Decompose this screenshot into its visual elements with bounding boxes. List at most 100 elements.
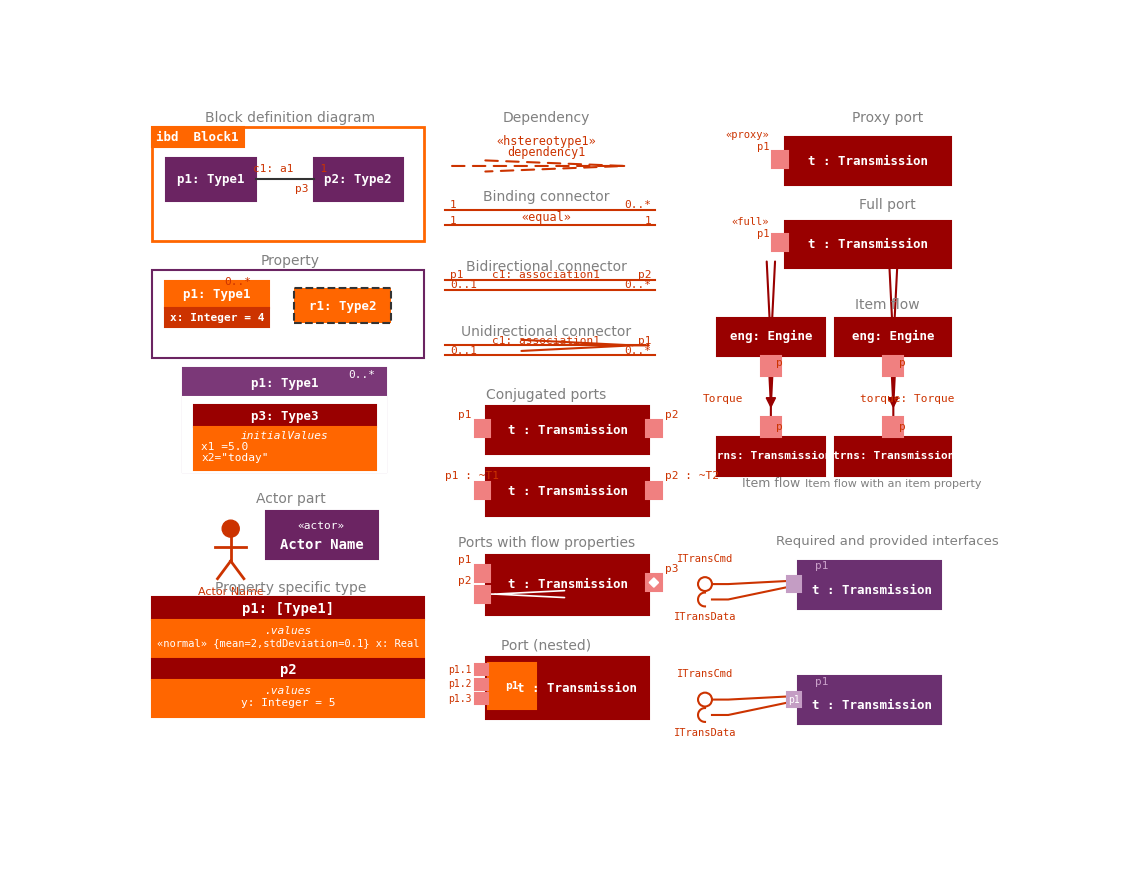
- Text: trns: Transmission: trns: Transmission: [832, 452, 954, 461]
- Text: p: p: [776, 422, 783, 432]
- Text: trns: Transmission: trns: Transmission: [710, 452, 831, 461]
- FancyBboxPatch shape: [760, 356, 781, 376]
- Circle shape: [222, 520, 239, 537]
- FancyBboxPatch shape: [152, 270, 424, 358]
- Text: x2="today": x2="today": [202, 453, 269, 463]
- FancyBboxPatch shape: [646, 574, 662, 591]
- Text: p1: p1: [757, 228, 769, 239]
- Text: initialValues: initialValues: [242, 431, 329, 441]
- Text: p3: p3: [665, 565, 678, 574]
- Text: p1: p1: [757, 141, 769, 152]
- FancyBboxPatch shape: [266, 511, 378, 558]
- FancyBboxPatch shape: [488, 662, 536, 709]
- Text: p1: p1: [505, 681, 519, 691]
- Text: 0..*: 0..*: [624, 346, 652, 356]
- FancyBboxPatch shape: [166, 158, 255, 201]
- FancyBboxPatch shape: [717, 437, 826, 476]
- Text: p1: p1: [458, 410, 472, 420]
- Text: 0..*: 0..*: [224, 277, 252, 287]
- Text: p: p: [899, 422, 906, 432]
- FancyBboxPatch shape: [646, 420, 662, 437]
- Text: «hstereotype1»: «hstereotype1»: [496, 135, 597, 148]
- Text: r1: Type2: r1: Type2: [308, 300, 376, 313]
- Text: 0..1: 0..1: [450, 280, 477, 291]
- FancyBboxPatch shape: [798, 677, 941, 725]
- Text: Binding connector: Binding connector: [483, 189, 609, 204]
- Text: c1: association1: c1: association1: [492, 270, 600, 280]
- Text: p2: p2: [458, 576, 472, 586]
- Text: 0..*: 0..*: [348, 370, 376, 380]
- FancyBboxPatch shape: [475, 664, 488, 675]
- Text: y: Integer = 5: y: Integer = 5: [240, 699, 335, 709]
- Text: p1: [Type1]: p1: [Type1]: [242, 602, 334, 616]
- Text: ITransCmd: ITransCmd: [677, 669, 733, 679]
- Text: c1: a1    1: c1: a1 1: [253, 164, 327, 174]
- FancyBboxPatch shape: [487, 468, 649, 516]
- FancyBboxPatch shape: [475, 586, 490, 603]
- Text: p1.2: p1.2: [448, 679, 472, 689]
- Text: p1.1: p1.1: [448, 665, 472, 675]
- FancyBboxPatch shape: [194, 405, 377, 427]
- FancyBboxPatch shape: [152, 127, 424, 242]
- Text: p1: p1: [788, 694, 800, 705]
- Text: dependency1: dependency1: [507, 146, 585, 158]
- Text: 1: 1: [645, 216, 652, 226]
- Text: p2 : ~T2: p2 : ~T2: [665, 471, 719, 481]
- Text: eng: Engine: eng: Engine: [852, 331, 934, 343]
- Text: Block definition diagram: Block definition diagram: [205, 111, 376, 125]
- FancyBboxPatch shape: [773, 150, 788, 167]
- Text: p1: p1: [450, 270, 464, 280]
- Text: p3: Type3: p3: Type3: [251, 410, 318, 423]
- Text: Property specific type: Property specific type: [215, 581, 366, 595]
- FancyBboxPatch shape: [784, 138, 951, 185]
- Text: ibd  Block1: ibd Block1: [156, 131, 238, 144]
- FancyBboxPatch shape: [314, 158, 403, 201]
- FancyBboxPatch shape: [183, 368, 387, 472]
- Text: Unidirectional connector: Unidirectional connector: [461, 325, 631, 340]
- FancyBboxPatch shape: [835, 437, 951, 476]
- Text: t : Transmission: t : Transmission: [807, 238, 927, 251]
- FancyBboxPatch shape: [798, 561, 941, 609]
- Text: Item flow with an item property: Item flow with an item property: [805, 479, 981, 489]
- Circle shape: [698, 693, 712, 707]
- FancyBboxPatch shape: [194, 427, 377, 470]
- Text: ITransCmd: ITransCmd: [677, 554, 733, 564]
- Text: eng: Engine: eng: Engine: [729, 331, 812, 343]
- Text: Ports with flow properties: Ports with flow properties: [458, 536, 634, 550]
- FancyBboxPatch shape: [787, 576, 801, 592]
- Text: p1: p1: [458, 556, 472, 565]
- FancyBboxPatch shape: [152, 621, 424, 657]
- Text: .values: .values: [264, 626, 311, 636]
- Polygon shape: [766, 397, 775, 407]
- FancyBboxPatch shape: [152, 597, 424, 621]
- FancyBboxPatch shape: [475, 565, 490, 581]
- Text: Torque: Torque: [703, 395, 744, 404]
- Text: 1: 1: [450, 200, 457, 210]
- Text: p2: p2: [638, 270, 652, 280]
- Text: torque: Torque: torque: Torque: [860, 395, 955, 404]
- Text: p1: p1: [638, 336, 652, 346]
- Text: «equal»: «equal»: [521, 211, 571, 224]
- Text: Property: Property: [261, 253, 319, 268]
- Text: p3: p3: [295, 184, 309, 194]
- Text: 0..*: 0..*: [624, 200, 652, 210]
- FancyBboxPatch shape: [773, 234, 788, 251]
- Text: p1: Type1: p1: Type1: [251, 377, 318, 390]
- Text: x1 =5.0: x1 =5.0: [202, 442, 248, 452]
- Text: p1 : ~T1: p1 : ~T1: [445, 471, 499, 481]
- Text: p1.3: p1.3: [448, 693, 472, 704]
- Text: p1: p1: [815, 561, 829, 572]
- Text: t : Transmission: t : Transmission: [812, 700, 932, 712]
- Polygon shape: [649, 578, 658, 587]
- FancyBboxPatch shape: [152, 680, 424, 717]
- FancyBboxPatch shape: [475, 482, 490, 499]
- Text: c1: association1: c1: association1: [492, 336, 600, 346]
- Text: «full»: «full»: [732, 217, 769, 228]
- Text: p2: Type2: p2: Type2: [324, 173, 392, 187]
- Text: Bidirectional connector: Bidirectional connector: [466, 260, 626, 274]
- Text: p2: p2: [279, 662, 297, 677]
- Text: Item flow: Item flow: [855, 299, 919, 312]
- Text: ITransData: ITransData: [673, 728, 736, 738]
- FancyBboxPatch shape: [475, 679, 488, 690]
- Text: p1: Type1: p1: Type1: [176, 173, 244, 187]
